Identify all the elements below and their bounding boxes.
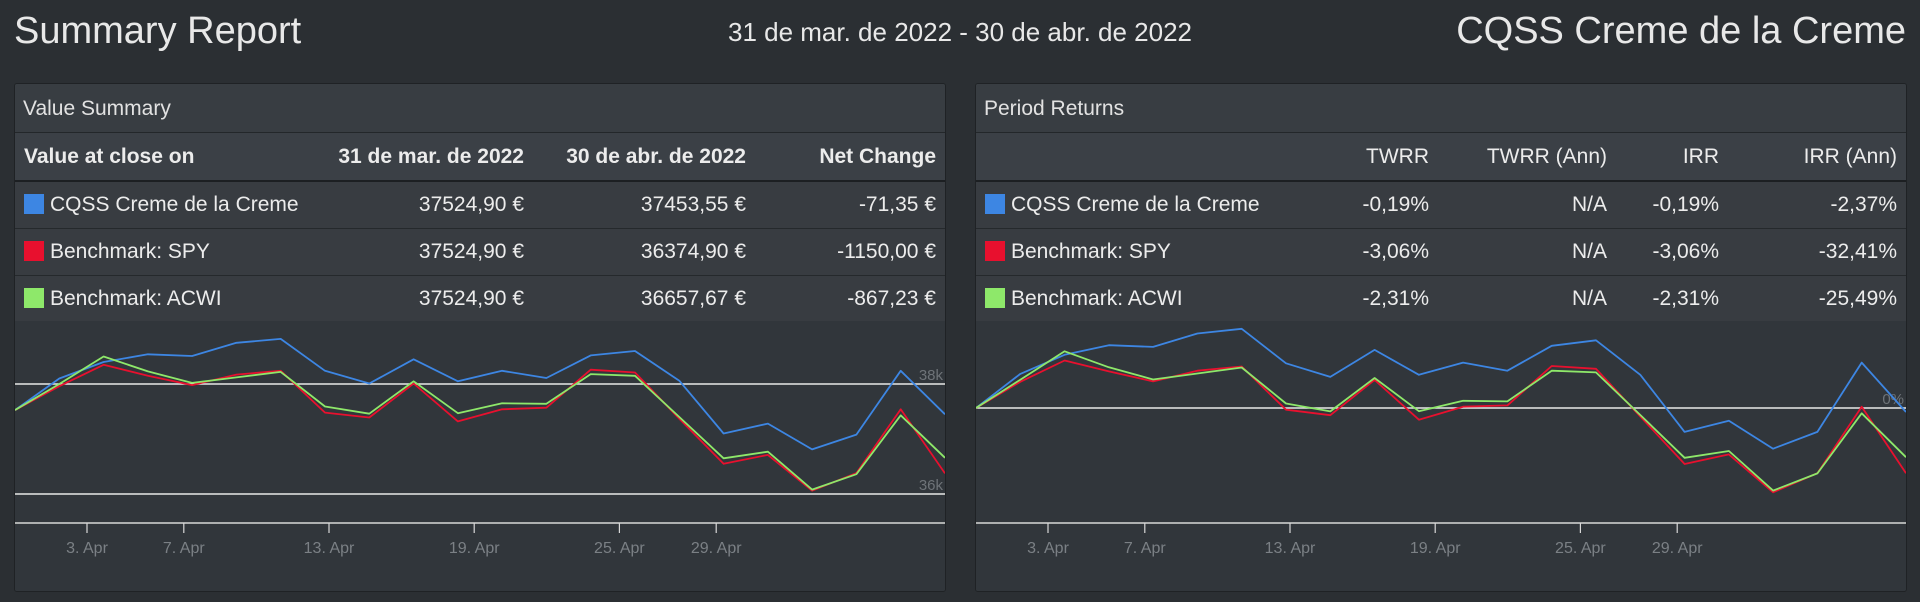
end-value: 36657,67 € [640,286,746,310]
returns-chart: 0% 3. Apr 7. Apr 13. Apr 19. Apr 25. Apr 29. A… [976,321,1906,591]
series-line-2 [976,350,1906,492]
irr-ann-value: -2,37% [1830,192,1897,216]
column-header: Value at close on [24,144,195,168]
period-returns-table: TWRR TWRR (Ann) IRR IRR (Ann) CQSS Creme… [976,133,1906,323]
legend-swatch [985,193,1005,214]
column-header: TWRR [1366,144,1429,168]
x-tick-label: 13. Apr [1265,540,1316,557]
x-tick-label: 7. Apr [163,540,205,557]
table-row: CQSS Creme de la Creme -0,19% N/A -0,19%… [976,181,1906,228]
legend-swatch [985,287,1005,308]
x-tick-label: 29. Apr [1652,540,1703,557]
row-name: Benchmark: ACWI [50,286,222,310]
row-name: Benchmark: SPY [1011,239,1171,263]
x-tick-label: 29. Apr [691,540,742,557]
column-header: 31 de mar. de 2022 [338,144,524,168]
column-header: TWRR (Ann) [1486,144,1607,168]
irr-ann-value: -32,41% [1818,239,1897,263]
series-line-0 [15,337,945,451]
row-name: Benchmark: ACWI [1011,286,1183,310]
x-tick-label: 7. Apr [1124,540,1166,557]
value-chart: 38k 36k 3. Apr 7. Apr 13. Apr 19. Apr 25. Apr 2… [15,321,945,591]
row-name: CQSS Creme de la Creme [50,192,299,216]
start-value: 37524,90 € [418,239,524,263]
series-line-2 [15,355,945,491]
page-title: Summary Report [14,10,302,52]
legend-swatch [985,240,1005,261]
net-change: -867,23 € [847,286,936,310]
end-value: 36374,90 € [640,239,746,263]
irr-ann-value: -25,49% [1818,286,1897,310]
series-line-1 [976,359,1906,494]
x-tick-label: 3. Apr [1027,540,1069,557]
column-header: Net Change [819,144,936,168]
column-header: IRR (Ann) [1803,144,1897,168]
column-header: 30 de abr. de 2022 [566,144,746,168]
table-row: CQSS Creme de la Creme 37524,90 € 37453,… [15,181,945,228]
twrr-ann-value: N/A [1571,192,1607,216]
legend-swatch [24,240,44,261]
x-tick-label: 3. Apr [66,540,108,557]
net-change: -1150,00 € [837,239,936,263]
start-value: 37524,90 € [418,192,524,216]
period-returns-title: Period Returns [976,84,1906,133]
table-row: Benchmark: SPY 37524,90 € 36374,90 € -11… [15,228,945,275]
value-summary-panel: Value Summary Value at close on 31 de ma… [14,83,946,592]
irr-value: -0,19% [1652,192,1719,216]
returns-line-chart: 0%3. Apr 7. Apr 13. Apr 19. Apr 25. Apr 29. A… [976,327,1906,557]
value-line-chart: 38k 36k 3. Apr 7. Apr 13. Apr 19. Apr 25. Apr 2… [15,337,945,557]
y-tick-label: 38k [919,367,944,384]
end-value: 37453,55 € [640,192,746,216]
table-row: Benchmark: SPY -3,06% N/A -3,06% -32,41% [976,228,1906,275]
table-header-row: TWRR TWRR (Ann) IRR IRR (Ann) [976,133,1906,181]
net-change: -71,35 € [858,192,936,216]
x-tick-label: 25. Apr [1555,540,1606,557]
period-returns-panel: Period Returns TWRR TWRR (Ann) IRR IRR (… [975,83,1907,592]
report-header: Summary Report 31 de mar. de 2022 - 30 d… [0,0,1920,66]
irr-value: -3,06% [1652,239,1719,263]
table-row: Benchmark: ACWI -2,31% N/A -2,31% -25,49… [976,275,1906,322]
table-header-row: Value at close on 31 de mar. de 2022 30 … [15,133,945,181]
irr-value: -2,31% [1652,286,1719,310]
date-range: 31 de mar. de 2022 - 30 de abr. de 2022 [727,17,1193,47]
value-summary-table: Value at close on 31 de mar. de 2022 30 … [15,133,945,323]
row-name: Benchmark: SPY [50,239,210,263]
column-header: IRR [1682,144,1719,168]
row-name: CQSS Creme de la Creme [1011,192,1260,216]
portfolio-name: CQSS Creme de la Creme [1456,10,1906,52]
start-value: 37524,90 € [418,286,524,310]
x-tick-label: 19. Apr [449,540,500,557]
value-summary-title: Value Summary [15,84,945,133]
x-tick-label: 25. Apr [594,540,645,557]
column-header [976,133,1282,181]
legend-swatch [24,287,44,308]
twrr-value: -2,31% [1362,286,1429,310]
table-row: Benchmark: ACWI 37524,90 € 36657,67 € -8… [15,275,945,322]
twrr-value: -0,19% [1362,192,1429,216]
legend-swatch [24,193,44,214]
y-tick-label: 36k [919,477,944,494]
x-tick-label: 13. Apr [304,540,355,557]
twrr-ann-value: N/A [1571,286,1607,310]
series-line-1 [15,363,945,492]
series-line-0 [976,327,1906,450]
twrr-ann-value: N/A [1571,239,1607,263]
x-tick-label: 19. Apr [1410,540,1461,557]
twrr-value: -3,06% [1362,239,1429,263]
